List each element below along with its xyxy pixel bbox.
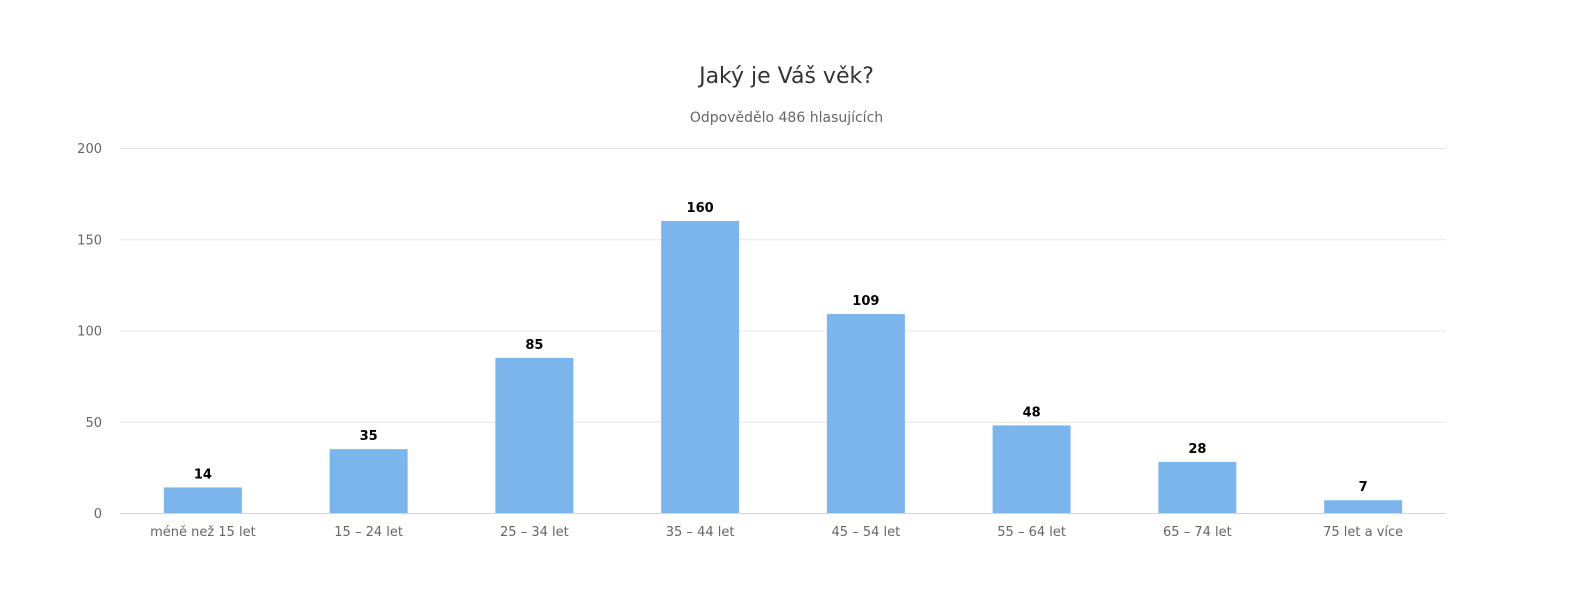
bar bbox=[329, 449, 408, 513]
y-tick-label: 50 bbox=[85, 416, 102, 431]
data-label: 35 bbox=[360, 429, 378, 444]
bar bbox=[1324, 500, 1403, 513]
bar bbox=[495, 357, 574, 513]
data-label: 28 bbox=[1188, 442, 1206, 457]
chart-title: Jaký je Váš věk? bbox=[699, 64, 874, 89]
data-label: 48 bbox=[1023, 405, 1041, 420]
y-tick-label: 150 bbox=[77, 233, 102, 248]
bar bbox=[163, 487, 242, 513]
x-tick-label: 35 – 44 let bbox=[666, 525, 735, 540]
x-tick-label: 15 – 24 let bbox=[334, 525, 403, 540]
bar bbox=[1158, 461, 1237, 513]
data-label: 109 bbox=[852, 294, 879, 309]
bar bbox=[826, 314, 905, 513]
data-label: 14 bbox=[194, 467, 212, 482]
x-tick-label: 65 – 74 let bbox=[1163, 525, 1232, 540]
x-tick-label: 25 – 34 let bbox=[500, 525, 569, 540]
x-tick-label: 75 let a více bbox=[1323, 525, 1403, 540]
data-label: 7 bbox=[1359, 480, 1368, 495]
x-tick-label: méně než 15 let bbox=[150, 525, 256, 540]
y-tick-label: 100 bbox=[77, 325, 102, 340]
x-tick-label: 55 – 64 let bbox=[997, 525, 1066, 540]
bar bbox=[992, 425, 1071, 513]
data-label: 85 bbox=[525, 338, 543, 353]
y-tick-label: 0 bbox=[94, 507, 102, 522]
data-label: 160 bbox=[687, 201, 714, 216]
x-tick-label: 45 – 54 let bbox=[832, 525, 901, 540]
chart-subtitle: Odpovědělo 486 hlasujících bbox=[689, 110, 884, 126]
y-tick-label: 200 bbox=[77, 142, 102, 157]
bar bbox=[661, 221, 740, 513]
